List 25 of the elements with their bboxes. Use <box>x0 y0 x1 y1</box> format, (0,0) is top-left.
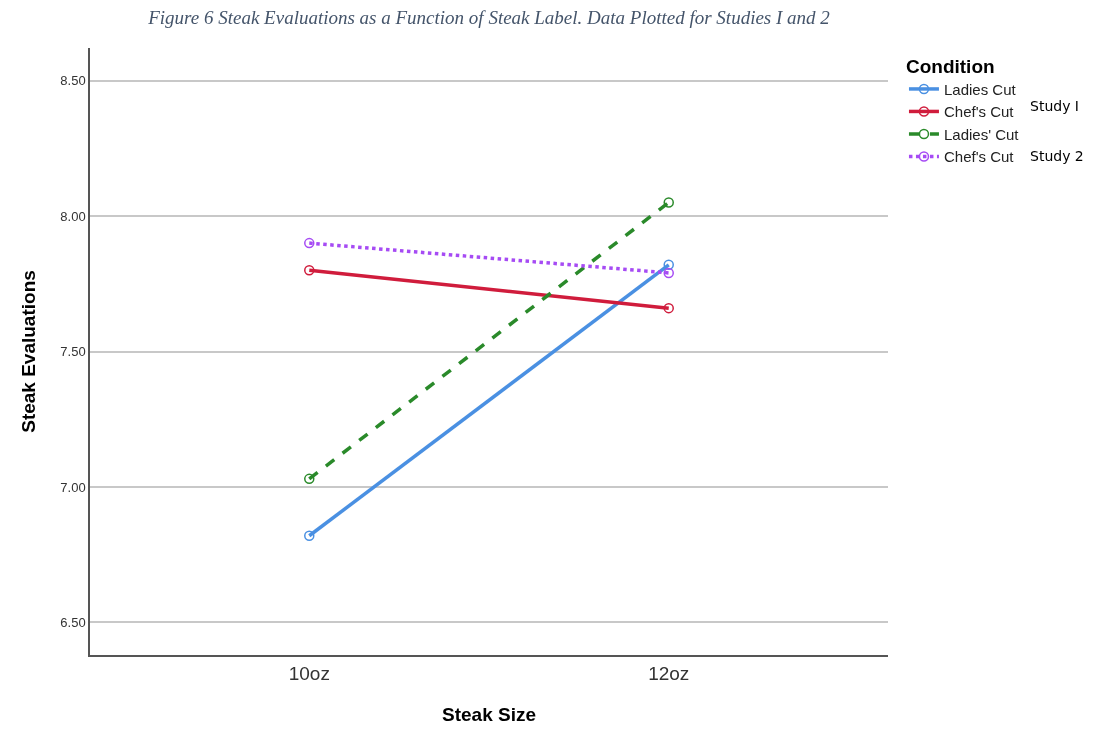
legend-label: Ladies Cut <box>943 80 1017 98</box>
point <box>663 267 674 279</box>
point <box>304 264 315 276</box>
point <box>304 237 315 249</box>
point <box>304 473 315 485</box>
point <box>663 302 674 314</box>
legend-label: Chef's Cut <box>943 103 1015 121</box>
y-tick-label: 8.00 <box>60 208 86 224</box>
x-axis-title: Steak Size <box>442 703 536 725</box>
point <box>663 259 674 271</box>
legend-label: Ladies' Cut <box>943 125 1020 143</box>
x-tick-label: 12oz <box>648 662 690 684</box>
point <box>304 530 315 542</box>
y-tick-label: 7.00 <box>60 479 86 495</box>
legend-label: Chef's Cut <box>943 148 1015 166</box>
x-tick-label: 10oz <box>288 662 330 684</box>
y-tick-label: 8.50 <box>60 73 86 89</box>
y-tick-label: 7.50 <box>60 344 86 360</box>
chart-title: Figure 6 Steak Evaluations as a Function of Steak Label. Data Plotted for Studies I and 2 <box>147 7 831 29</box>
y-tick-label: 6.50 <box>60 615 86 631</box>
legend-title: Condition <box>905 55 995 77</box>
text: Study 2 <box>1030 148 1084 164</box>
y-axis-title: Steak Evaluations <box>17 270 39 433</box>
point <box>663 197 674 208</box>
text: Study I <box>1030 98 1079 114</box>
